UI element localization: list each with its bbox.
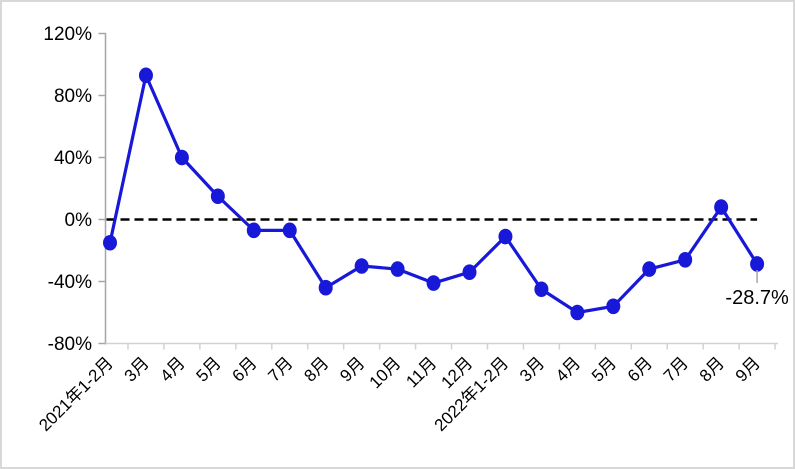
- data-point: [282, 222, 297, 239]
- y-axis-tick-label: -80%: [48, 334, 92, 355]
- data-point: [642, 261, 657, 277]
- data-point: [534, 281, 549, 298]
- x-axis-label: 8月: [300, 353, 332, 385]
- data-point: [210, 188, 225, 205]
- data-point: [750, 256, 765, 272]
- x-axis-label: 8月: [696, 353, 728, 385]
- x-axis-label: 11月: [402, 353, 440, 391]
- x-axis-label: 4月: [157, 353, 189, 385]
- x-axis-label: 9月: [336, 353, 368, 385]
- data-point: [462, 264, 477, 281]
- y-axis-tick-label: -40%: [48, 272, 92, 293]
- x-axis-label: 6月: [228, 353, 260, 385]
- data-point: [606, 298, 621, 315]
- data-point: [246, 222, 261, 239]
- data-point: [138, 67, 153, 84]
- x-axis-label: 9月: [732, 353, 764, 385]
- y-axis-tick-label: 120%: [43, 24, 92, 45]
- y-axis-tick-label: 80%: [54, 86, 92, 107]
- x-axis-label: 7月: [264, 353, 296, 385]
- x-axis-label: 6月: [624, 353, 656, 385]
- data-point: [714, 199, 729, 215]
- x-axis-label: 10月: [366, 353, 405, 392]
- x-axis-label: 4月: [552, 353, 584, 385]
- x-axis-label: 7月: [660, 353, 692, 385]
- annotation-label: -28.7%: [725, 287, 789, 309]
- data-point: [103, 234, 117, 251]
- data-point: [354, 258, 369, 274]
- y-axis-tick-label: 40%: [54, 148, 92, 169]
- data-point: [318, 279, 333, 296]
- data-point: [678, 251, 693, 268]
- data-point: [390, 261, 405, 277]
- data-point: [426, 275, 441, 291]
- data-point: [174, 149, 189, 166]
- data-point: [570, 304, 585, 321]
- x-axis-label: 5月: [193, 353, 225, 385]
- x-axis-label: 3月: [121, 353, 153, 385]
- y-axis-tick-label: 0%: [65, 210, 93, 231]
- x-axis-label: 2021年1-2月: [35, 353, 117, 435]
- x-axis-label: 5月: [588, 353, 620, 385]
- data-point: [498, 228, 513, 245]
- x-axis-label: 3月: [516, 353, 548, 385]
